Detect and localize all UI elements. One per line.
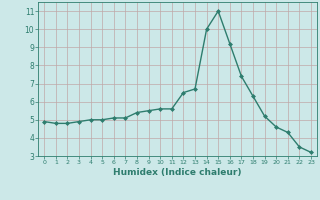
X-axis label: Humidex (Indice chaleur): Humidex (Indice chaleur) [113,168,242,177]
